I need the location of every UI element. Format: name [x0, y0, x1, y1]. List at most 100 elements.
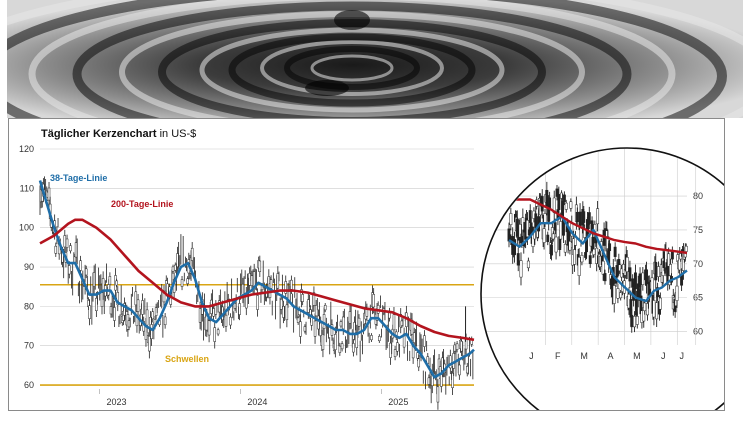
- inset-candle-body: [564, 202, 568, 210]
- candle-body: [214, 304, 218, 315]
- inset-candle-body: [630, 314, 634, 328]
- candle-body: [212, 308, 215, 317]
- candle-body: [113, 307, 116, 321]
- inset-candle-body: [518, 224, 522, 238]
- candle-body: [393, 349, 397, 357]
- candle-body: [145, 309, 149, 326]
- candle-body: [396, 342, 399, 352]
- water-ripple-image: [7, 0, 743, 118]
- inset-y-tick-label: 65: [693, 293, 703, 303]
- candle-body: [180, 279, 184, 287]
- inset-candle-body: [562, 194, 566, 202]
- candle-body: [321, 334, 325, 350]
- inset-candle-body: [675, 285, 679, 301]
- candle-body: [314, 305, 318, 317]
- inset-candle-body: [526, 260, 530, 269]
- inset-candle-body: [612, 285, 616, 304]
- candle-body: [285, 304, 289, 321]
- candle-body: [330, 324, 334, 336]
- candle-body: [340, 343, 344, 350]
- inset-candle-body: [616, 288, 620, 299]
- candle-body: [299, 321, 302, 337]
- inset-candle-body: [618, 264, 622, 272]
- candle-body: [127, 320, 131, 328]
- candle-body: [198, 308, 202, 323]
- candle-body: [169, 297, 173, 305]
- inset-candle-body: [635, 316, 639, 325]
- inset-candle-body: [557, 194, 561, 210]
- inset-background: [482, 149, 724, 410]
- inset-candle-body: [550, 244, 553, 256]
- candle-body: [258, 260, 262, 272]
- inset-candle-body: [645, 269, 648, 286]
- inset-x-tick-label: M: [580, 351, 588, 361]
- candle-body: [95, 297, 98, 311]
- inset-y-tick-label: 60: [693, 326, 703, 336]
- candle-body: [205, 315, 209, 331]
- y-tick-label: 90: [24, 262, 34, 272]
- inset-candle-body: [509, 213, 513, 225]
- inset-candle-body: [575, 211, 579, 222]
- candle-body: [455, 343, 459, 350]
- candle-body: [282, 306, 285, 318]
- candle-body: [453, 344, 457, 352]
- inset-candle-body: [658, 297, 662, 310]
- ma200-line: [39, 218, 475, 342]
- inset-ma200-line: [509, 198, 688, 255]
- inset-candle-body: [628, 267, 632, 282]
- inset-candle-body: [615, 265, 619, 278]
- candle-body: [372, 294, 375, 308]
- inset-candle-body: [657, 266, 660, 277]
- candle-body: [357, 317, 361, 327]
- candle-body: [310, 314, 313, 326]
- water-ripple-photo: [7, 0, 743, 118]
- inset-plot: 60 65 70 75 80 J F M A M J J: [482, 149, 724, 410]
- inset-candle-body: [596, 208, 600, 225]
- candle-body: [352, 343, 355, 353]
- candle-body: [150, 324, 153, 339]
- inset-candle-body: [656, 287, 660, 298]
- inset-candle-body: [555, 188, 559, 197]
- inset-y-tick-label: 75: [693, 225, 703, 235]
- candle-body: [317, 315, 320, 330]
- candle-body: [341, 316, 345, 330]
- candle-body: [109, 306, 113, 315]
- candle-body: [224, 314, 228, 327]
- inset-y-tick-label: 70: [693, 259, 703, 269]
- candle-body: [69, 245, 72, 252]
- inset-candle-body: [587, 212, 591, 224]
- inset-candle-body: [563, 244, 567, 253]
- candle-body: [417, 358, 421, 368]
- candle-body: [84, 268, 88, 276]
- candle-body: [190, 247, 194, 261]
- inset-y-tick-label: 80: [693, 191, 703, 201]
- y-tick-label: 110: [20, 183, 34, 193]
- inset-candle-body: [603, 273, 607, 282]
- inset-candle-body: [559, 221, 563, 240]
- candle-body: [248, 273, 251, 286]
- candle-body: [47, 187, 51, 201]
- candle-body: [79, 260, 82, 271]
- inset-candle-body: [546, 234, 550, 243]
- inset-candle-body: [608, 243, 612, 252]
- inset-x-tick-label: M: [633, 351, 641, 361]
- inset-candle-body: [542, 228, 546, 243]
- candle-body: [256, 295, 259, 310]
- ma200-label: 200-Tage-Linie: [111, 199, 173, 209]
- candle-body: [174, 264, 177, 271]
- candle-body: [213, 327, 216, 342]
- candle-body: [449, 355, 452, 369]
- candle-body: [63, 235, 67, 248]
- chart-title: Täglicher Kerzenchart in US-$: [41, 128, 196, 140]
- chart-frame: Täglicher Kerzenchart in US-$ 60 70 80 90 10…: [8, 118, 725, 411]
- inset-candle-body: [684, 245, 688, 252]
- candle-body: [334, 334, 337, 350]
- candle-body: [108, 276, 112, 285]
- inset-candle-body: [652, 300, 656, 318]
- candle-body: [290, 279, 293, 290]
- x-tick-label: 2025: [388, 397, 408, 407]
- candle-body: [392, 314, 396, 331]
- inset-candle-body: [543, 213, 547, 223]
- candle-body: [441, 357, 444, 371]
- candle-body: [465, 366, 469, 374]
